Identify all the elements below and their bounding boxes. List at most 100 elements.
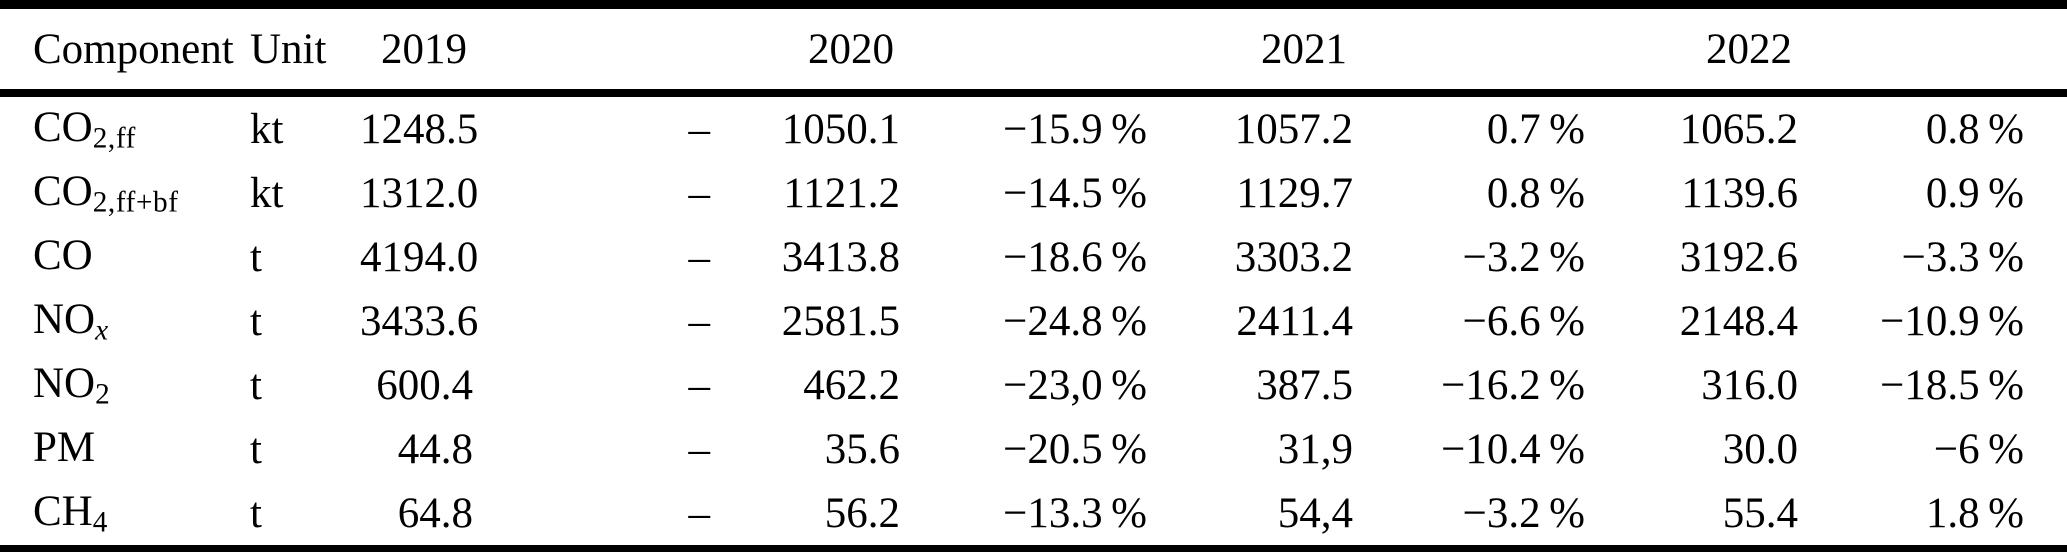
component-cell: PM xyxy=(0,417,250,481)
header-year-2022: 2022 xyxy=(1706,25,1792,73)
value-2022: 3192.6 xyxy=(1679,233,1798,281)
value-2021: 1057.2 xyxy=(1234,105,1353,153)
component-cell: CO2,ff+bf xyxy=(0,161,250,225)
change-2022: 0.8 % xyxy=(1925,105,2024,153)
component-base: CO xyxy=(33,103,93,151)
table-row-co2ffbf: CO2,ff+bf kt 1312.0 – 1121.2 −14.5 % 112… xyxy=(0,161,2067,225)
unit-cell: kt xyxy=(250,169,284,217)
component-cell: CO2,ff xyxy=(0,93,250,161)
change-2020: −24.8 % xyxy=(1003,297,1147,345)
change-2019: – xyxy=(688,297,711,345)
change-2022: −6 % xyxy=(1933,425,2024,473)
table-row-co: CO t 4194.0 – 3413.8 −18.6 % 3303.2 −3.2… xyxy=(0,225,2067,289)
unit-cell: t xyxy=(250,361,262,409)
table-row-nox: NOx t 3433.6 – 2581.5 −24.8 % 2411.4 −6.… xyxy=(0,289,2067,353)
change-2019: – xyxy=(688,105,711,153)
change-2019: – xyxy=(688,425,711,473)
header-row: Component Unit 2019 2020 2021 2022 xyxy=(0,5,2067,94)
component-subscript: 2 xyxy=(95,378,111,411)
value-2021: 54,4 xyxy=(1277,489,1353,537)
change-2021: −3.2 % xyxy=(1462,489,1585,537)
value-2020: 2581.5 xyxy=(781,297,900,345)
value-2021: 3303.2 xyxy=(1234,233,1353,281)
change-2022: −18.5 % xyxy=(1880,361,2024,409)
component-base: CO xyxy=(33,167,93,215)
value-2019: 1312.0 xyxy=(360,169,479,217)
value-2022: 55.4 xyxy=(1722,489,1798,537)
value-2022: 2148.4 xyxy=(1679,297,1798,345)
value-2020: 1050.1 xyxy=(781,105,900,153)
change-2020: −13.3 % xyxy=(1003,489,1147,537)
table-row-no2: NO2 t 600.4 – 462.2 −23,0 % 387.5 −16.2 … xyxy=(0,353,2067,417)
change-2019: – xyxy=(688,489,711,537)
header-year-2021: 2021 xyxy=(1261,25,1347,73)
value-2020: 3413.8 xyxy=(781,233,900,281)
header-spacer-4 xyxy=(1798,5,2067,94)
unit-cell: t xyxy=(250,233,262,281)
value-2022: 316.0 xyxy=(1701,361,1798,409)
component-subscript: x xyxy=(95,314,109,347)
component-base: CH xyxy=(33,487,93,535)
header-year-2020: 2020 xyxy=(808,25,894,73)
change-2020: −20.5 % xyxy=(1003,425,1147,473)
table-row-ch4: CH4 t 64.8 – 56.2 −13.3 % 54,4 −3.2 % 55… xyxy=(0,481,2067,550)
change-2019: – xyxy=(688,233,711,281)
value-2020: 462.2 xyxy=(803,361,900,409)
component-cell: CO xyxy=(0,225,250,289)
header-spacer-1 xyxy=(473,5,710,94)
component-base: NO xyxy=(33,295,96,343)
component-cell: NO2 xyxy=(0,353,250,417)
change-2019: – xyxy=(688,361,711,409)
change-2021: −6.6 % xyxy=(1462,297,1585,345)
header-year-2019: 2019 xyxy=(381,25,467,73)
change-2022: 1.8 % xyxy=(1925,489,2024,537)
value-2019: 64.8 xyxy=(397,489,473,537)
change-2022: −3.3 % xyxy=(1901,233,2024,281)
change-2021: −16.2 % xyxy=(1441,361,1585,409)
value-2019: 3433.6 xyxy=(360,297,479,345)
value-2019: 44.8 xyxy=(397,425,473,473)
change-2021: 0.7 % xyxy=(1486,105,1585,153)
change-2020: −23,0 % xyxy=(1003,361,1147,409)
component-cell: NOx xyxy=(0,289,250,353)
change-2021: −3.2 % xyxy=(1462,233,1585,281)
value-2021: 31,9 xyxy=(1277,425,1353,473)
change-2020: −15.9 % xyxy=(1003,105,1147,153)
value-2020: 35.6 xyxy=(824,425,900,473)
component-base: CO xyxy=(33,231,93,279)
value-2022: 1065.2 xyxy=(1679,105,1798,153)
value-2020: 1121.2 xyxy=(783,169,900,217)
component-cell: CH4 xyxy=(0,481,250,550)
table-row-co2ff: CO2,ff kt 1248.5 – 1050.1 −15.9 % 1057.2… xyxy=(0,93,2067,161)
unit-cell: kt xyxy=(250,105,284,153)
value-2022: 1139.6 xyxy=(1681,169,1798,217)
change-2021: −10.4 % xyxy=(1441,425,1585,473)
unit-cell: t xyxy=(250,297,262,345)
value-2019: 4194.0 xyxy=(360,233,479,281)
component-subscript: 2,ff xyxy=(92,122,136,155)
component-base: PM xyxy=(33,423,96,471)
header-unit: Unit xyxy=(250,25,327,73)
header-spacer-2 xyxy=(900,5,1147,94)
header-component: Component xyxy=(33,25,234,73)
unit-cell: t xyxy=(250,425,262,473)
change-2021: 0.8 % xyxy=(1486,169,1585,217)
change-2020: −14.5 % xyxy=(1003,169,1147,217)
change-2020: −18.6 % xyxy=(1003,233,1147,281)
table-header: Component Unit 2019 2020 2021 2022 xyxy=(0,5,2067,94)
value-2020: 56.2 xyxy=(824,489,900,537)
table-row-pm: PM t 44.8 – 35.6 −20.5 % 31,9 −10.4 % 30… xyxy=(0,417,2067,481)
value-2021: 1129.7 xyxy=(1236,169,1353,217)
header-spacer-3 xyxy=(1353,5,1585,94)
component-base: NO xyxy=(33,359,96,407)
value-2021: 387.5 xyxy=(1256,361,1353,409)
value-2021: 2411.4 xyxy=(1236,297,1353,345)
change-2019: – xyxy=(688,169,711,217)
component-subscript: 4 xyxy=(92,506,108,539)
unit-cell: t xyxy=(250,489,262,537)
component-subscript: 2,ff+bf xyxy=(92,186,179,219)
change-2022: 0.9 % xyxy=(1925,169,2024,217)
table-body: CO2,ff kt 1248.5 – 1050.1 −15.9 % 1057.2… xyxy=(0,93,2067,550)
